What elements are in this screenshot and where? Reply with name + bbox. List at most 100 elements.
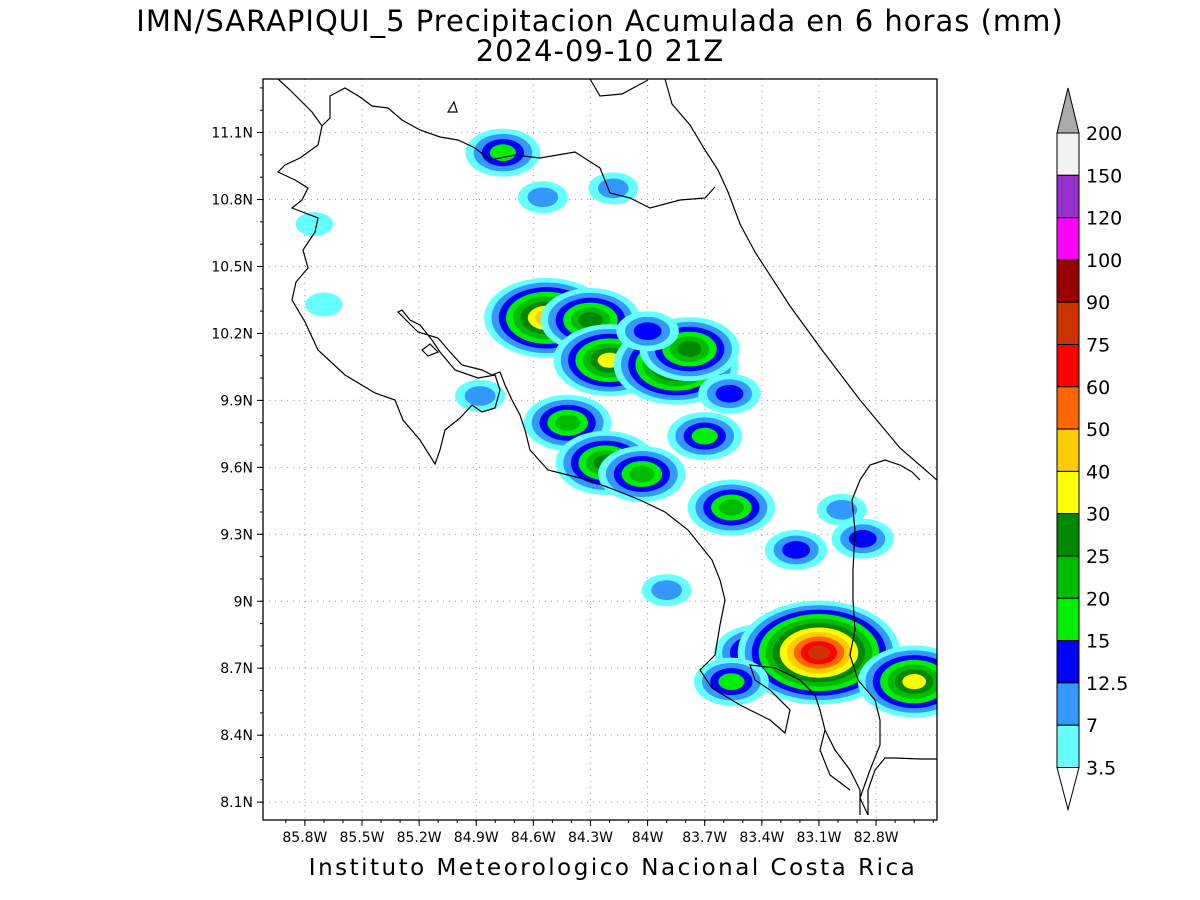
legend-under-arrow — [1056, 767, 1080, 812]
legend-level-label: 12.5 — [1086, 673, 1128, 695]
legend-swatch — [1056, 555, 1080, 599]
precip-cell — [295, 212, 334, 237]
panama-border — [849, 459, 937, 816]
lat-tick-label: 10.2N — [211, 326, 253, 342]
map-frame — [262, 78, 938, 821]
legend-level-label: 40 — [1086, 461, 1110, 483]
legend-swatch — [1056, 386, 1080, 430]
precip-band — [715, 384, 744, 403]
nicaragua-border — [277, 79, 716, 209]
lon-tick-label: 84.9W — [454, 830, 499, 846]
legend-swatch — [1056, 682, 1080, 726]
legend-level-label: 120 — [1086, 208, 1122, 230]
nicoya-inner-coast — [819, 729, 851, 791]
precip-band — [295, 212, 334, 237]
legend-swatch — [1056, 344, 1080, 388]
legend-level-label: 20 — [1086, 588, 1110, 610]
lat-tick-label: 8.1N — [220, 795, 253, 811]
precip-band — [305, 292, 343, 317]
chart-title: IMN/SARAPIQUI_5 Precipitacion Acumulada … — [136, 4, 1064, 38]
precip-band — [848, 529, 877, 548]
precip-band — [826, 499, 858, 520]
lon-tick-label: 85.5W — [339, 830, 384, 846]
lon-tick-label: 83.1W — [796, 830, 841, 846]
lat-tick-label: 10.8N — [211, 193, 253, 209]
legend-swatch — [1056, 640, 1080, 684]
footer-credit: Instituto Meteorologico Nacional Costa R… — [308, 855, 918, 881]
latitude-axis: 11.1N 10.8N 10.5N 10.2N 9.9N 9.6N 9.3N 9N 8.7N 8.… — [211, 87, 263, 811]
precip-band — [807, 645, 831, 660]
lon-tick-label: 82.8W — [854, 830, 899, 846]
precip-cell — [764, 529, 828, 570]
legend-level-label: 100 — [1086, 250, 1122, 272]
lat-tick-label: 9.3N — [220, 527, 253, 543]
legend-level-label: 25 — [1086, 546, 1110, 568]
legend-level-label: 3.5 — [1086, 758, 1116, 780]
precip-cell — [455, 379, 506, 412]
legend-level-label: 15 — [1086, 631, 1110, 653]
legend-swatch — [1056, 301, 1080, 346]
precip-cell — [465, 128, 541, 177]
precip-cell — [698, 373, 761, 414]
precip-band — [464, 386, 496, 406]
precip-cell — [857, 645, 937, 718]
legend-level-label: 60 — [1086, 377, 1110, 399]
precip-band — [718, 499, 744, 516]
precip-cell — [641, 574, 692, 607]
lon-tick-label: 84W — [632, 830, 664, 846]
gulf-island — [421, 343, 440, 357]
precip-band — [489, 144, 516, 162]
lon-tick-label: 85.2W — [397, 830, 442, 846]
legend-level-label: 50 — [1086, 419, 1110, 441]
legend-swatch — [1056, 174, 1080, 219]
precip-cell — [687, 479, 776, 536]
precip-band — [691, 427, 718, 445]
legend-swatch — [1056, 470, 1080, 515]
legend-level-label: 90 — [1086, 292, 1110, 314]
precip-cell — [616, 311, 679, 352]
precip-band — [633, 322, 662, 341]
legend-swatch — [1056, 259, 1080, 303]
precip-band — [629, 466, 655, 483]
precip-band — [782, 541, 810, 559]
precip-cell — [517, 181, 568, 214]
precip-band — [578, 312, 603, 328]
lon-tick-label: 84.3W — [568, 830, 613, 846]
lat-tick-label: 8.4N — [220, 728, 253, 744]
coastline — [276, 79, 937, 816]
lon-tick-label: 83.7W — [682, 830, 727, 846]
precip-cell — [831, 518, 894, 559]
legend-level-label: 30 — [1086, 504, 1110, 526]
legend-level-label: 200 — [1086, 123, 1122, 145]
precip-band — [651, 580, 683, 600]
lat-tick-label: 10.5N — [211, 259, 253, 275]
caribbean-coastline — [589, 79, 937, 481]
pacific-coastline — [276, 125, 861, 815]
precip-cell — [667, 412, 743, 461]
lon-tick-label: 84.6W — [511, 830, 556, 846]
precip-cell — [598, 446, 686, 503]
legend-swatch — [1056, 724, 1080, 769]
longitude-axis: 85.8W 85.5W 85.2W 84.9W 84.6W 84.3W 84W 83.7W 83… — [282, 820, 934, 846]
lake-island — [446, 100, 458, 113]
lat-tick-label: 9N — [234, 594, 253, 610]
legend-swatch — [1056, 513, 1080, 557]
precip-band — [677, 341, 702, 357]
legend-swatch — [1056, 597, 1080, 642]
chart-subtitle-datetime: 2024-09-10 21Z — [475, 34, 725, 68]
legend-swatch — [1056, 132, 1080, 176]
precip-band — [555, 414, 581, 431]
precip-band — [527, 187, 559, 208]
legend-level-label: 150 — [1086, 165, 1122, 187]
lon-tick-label: 85.8W — [282, 830, 327, 846]
lat-tick-label: 11.1N — [211, 126, 253, 142]
legend-swatch — [1056, 217, 1080, 261]
lat-tick-label: 9.9N — [220, 393, 253, 409]
precip-band — [902, 674, 926, 690]
legend-over-arrow — [1056, 87, 1080, 134]
legend-level-label: 7 — [1086, 715, 1098, 737]
precip-cell — [305, 292, 343, 317]
lat-tick-label: 9.6N — [220, 460, 253, 476]
